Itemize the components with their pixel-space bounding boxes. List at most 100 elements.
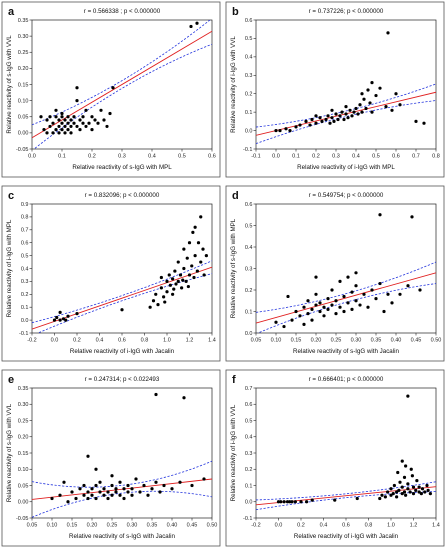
data-point <box>64 318 68 322</box>
data-point <box>390 301 394 305</box>
panel-frame <box>225 185 445 362</box>
data-point <box>384 105 388 109</box>
y-tick-label: 0.6 <box>21 241 29 247</box>
y-tick-label: 0.3 <box>21 279 29 285</box>
data-point <box>310 117 314 122</box>
ci-upper-line <box>256 261 436 313</box>
data-point <box>390 108 394 112</box>
panel-letter: b <box>232 6 239 18</box>
data-point <box>305 500 309 504</box>
x-tick-label: 0.4 <box>352 154 360 160</box>
data-point <box>204 254 208 258</box>
y-tick-label: 0.20 <box>18 435 29 441</box>
x-tick-label: 0.8 <box>141 338 149 344</box>
data-point <box>74 496 78 501</box>
data-point <box>400 485 404 489</box>
y-tick-label: 0.10 <box>18 467 29 473</box>
y-tick-label: 0.4 <box>245 55 253 61</box>
y-tick-label: 0.3 <box>245 451 253 457</box>
data-point <box>66 128 70 132</box>
data-point <box>180 286 184 290</box>
y-tick-label: 0.2 <box>21 292 29 298</box>
data-point <box>90 128 94 132</box>
panel-d: d r = 0.549754; p < 0.000000 0.05 0.10 0.15 0… <box>225 185 445 362</box>
data-point <box>354 271 358 275</box>
ci-lower-line <box>257 283 436 333</box>
data-point <box>182 247 186 251</box>
y-tick-label: 0.15 <box>18 451 29 457</box>
data-point <box>410 474 414 478</box>
data-point <box>142 483 146 488</box>
x-axis-label: Relative reactivity of s-IgG with MPL <box>72 164 172 171</box>
data-point <box>358 303 362 307</box>
x-tick-label: 1.0 <box>163 338 171 344</box>
x-tick-label: 0.40 <box>167 523 178 529</box>
x-tick-label: 1.2 <box>410 523 418 529</box>
data-point <box>290 318 294 322</box>
data-point <box>199 260 203 264</box>
y-tick-label: 0.0 <box>245 128 253 134</box>
data-point <box>138 490 142 494</box>
regression-line <box>32 478 212 500</box>
regression-line <box>256 272 436 324</box>
data-point <box>202 273 206 277</box>
data-point <box>185 256 189 260</box>
ci-upper-line <box>32 260 212 324</box>
x-tick-label: 0.30 <box>127 523 138 529</box>
data-point <box>202 477 206 481</box>
y-tick-label: 0.2 <box>245 467 253 473</box>
y-tick-label: 0.6 <box>245 402 253 408</box>
data-point <box>330 288 334 292</box>
data-point <box>425 483 429 488</box>
x-tick-label: 0.7 <box>412 154 420 160</box>
data-point <box>60 111 64 116</box>
data-point <box>182 266 186 271</box>
data-point <box>165 279 169 283</box>
data-point <box>118 480 122 484</box>
x-tick-label: 0.10 <box>271 338 282 344</box>
data-point <box>162 295 166 299</box>
data-point <box>75 86 79 90</box>
data-point <box>148 305 152 309</box>
data-point <box>167 273 171 277</box>
data-point <box>394 92 398 96</box>
data-point <box>114 490 118 494</box>
data-point <box>404 493 408 497</box>
data-point <box>364 106 368 111</box>
data-point <box>45 131 49 135</box>
data-point <box>154 292 158 296</box>
data-point <box>108 111 112 116</box>
ci-lower-line <box>37 273 212 333</box>
data-point <box>419 492 423 496</box>
x-tick-label: 0.35 <box>371 338 382 344</box>
y-tick-label: 0.5 <box>245 36 253 42</box>
y-tick-label: 0.3 <box>245 73 253 79</box>
data-point <box>62 480 66 484</box>
x-tick-label: -0.1 <box>251 154 260 160</box>
data-point <box>350 114 354 118</box>
data-point <box>162 483 166 488</box>
x-axis-label: Relative reactivity of i-IgG with Jacali… <box>294 533 399 540</box>
y-tick-label: 0.2 <box>245 92 253 98</box>
x-tick-label: 0.6 <box>208 154 216 160</box>
y-tick-label: 0.5 <box>245 418 253 424</box>
data-point <box>408 490 412 494</box>
data-point <box>39 115 43 119</box>
data-point <box>82 483 86 488</box>
data-point <box>118 493 122 497</box>
data-point <box>322 314 326 318</box>
data-point <box>274 128 278 133</box>
x-tick-label: 0.45 <box>411 338 422 344</box>
x-tick-label: 0.45 <box>187 523 198 529</box>
data-point <box>110 474 114 478</box>
data-point <box>189 24 193 29</box>
data-point <box>338 114 342 118</box>
data-point <box>338 305 342 309</box>
x-tick-label: 1.4 <box>208 338 216 344</box>
y-tick-label: 0.3 <box>245 266 253 272</box>
data-point <box>90 115 94 119</box>
data-point <box>78 118 82 122</box>
x-tick-label: 0.0 <box>272 154 280 160</box>
data-point <box>63 124 67 129</box>
